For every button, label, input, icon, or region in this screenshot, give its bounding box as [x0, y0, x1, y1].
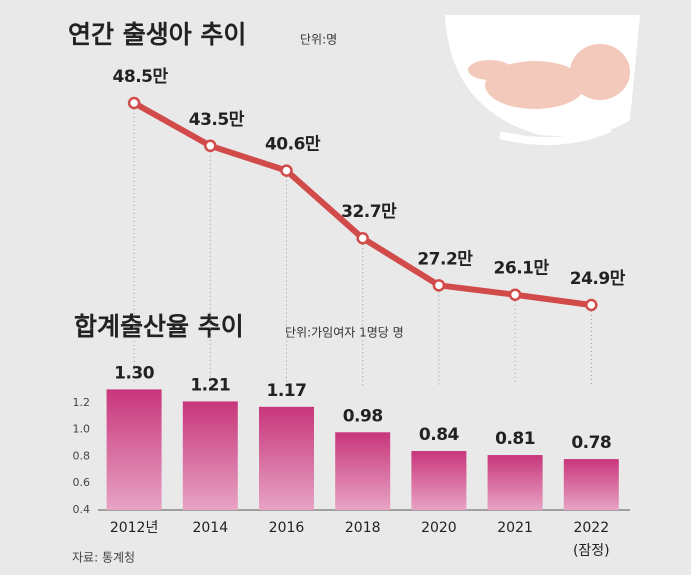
- point: [356, 231, 369, 245]
- bar: [182, 401, 238, 510]
- point-label: 43.5만: [189, 110, 245, 130]
- point-label: 24.9만: [570, 269, 626, 289]
- bar-value-label: 0.78: [571, 433, 611, 453]
- bar: [335, 432, 391, 510]
- point: [204, 139, 217, 153]
- point-label: 26.1만: [494, 259, 550, 279]
- point-label: 40.6만: [265, 135, 321, 155]
- bar-value-label: 1.17: [267, 381, 307, 401]
- source: 자료: 통계청: [72, 551, 135, 565]
- y-tick-label: 1.2: [73, 396, 91, 409]
- bar-unit: 단위:가임여자 1명당 명: [285, 326, 404, 340]
- y-tick-label: 0.4: [73, 503, 91, 516]
- y-tick-label: 0.6: [73, 476, 91, 489]
- bar-value-label: 1.30: [114, 363, 155, 383]
- point: [432, 279, 446, 292]
- point: [508, 288, 522, 301]
- x-tick-label: 2021: [497, 520, 533, 536]
- x-tick-label: 2018: [345, 520, 381, 536]
- bar-value-label: 0.98: [343, 406, 383, 426]
- x-tick-label: 2020: [421, 520, 457, 536]
- bar: [411, 451, 467, 510]
- point-label: 32.7만: [341, 202, 397, 222]
- bar-value-label: 1.21: [190, 375, 230, 395]
- point: [585, 298, 598, 312]
- illustration: [445, 15, 640, 146]
- point-label: 48.5만: [113, 67, 169, 87]
- bar: [487, 455, 543, 510]
- bar-value-label: 0.84: [419, 425, 460, 445]
- y-tick-label: 0.8: [73, 449, 91, 462]
- x-tick-label: 2016: [269, 520, 305, 536]
- x-tick-label: 2012년: [110, 520, 159, 536]
- point: [280, 164, 293, 177]
- y-tick-label: 1.0: [73, 423, 91, 436]
- line-unit: 단위:명: [300, 33, 337, 47]
- x-tick-note: (잠정): [573, 543, 610, 559]
- bar: [563, 459, 619, 510]
- point-label: 27.2만: [417, 249, 473, 269]
- bar: [259, 406, 314, 510]
- point: [127, 96, 141, 110]
- x-tick-label: 2014: [192, 520, 228, 536]
- line-title: 연간 출생아 추이: [68, 20, 246, 49]
- bar: [106, 389, 162, 510]
- x-tick-label: 2022: [573, 520, 609, 536]
- bar-value-label: 0.81: [495, 429, 535, 449]
- bar-title: 합계출산율 추이: [74, 312, 244, 341]
